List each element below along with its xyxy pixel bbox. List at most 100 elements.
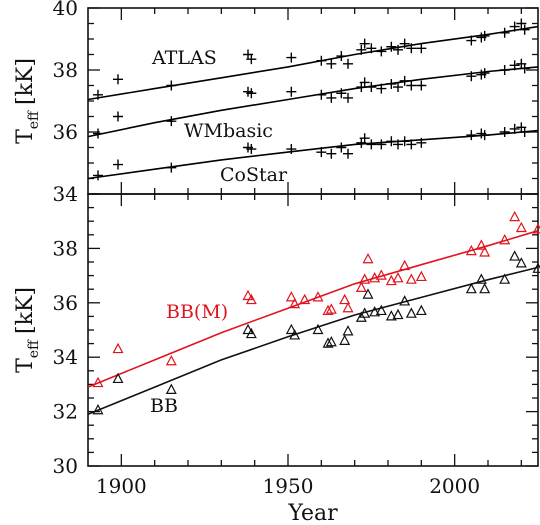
axis-ticks-top [88,7,538,195]
data-point [93,89,103,100]
data-point [342,301,354,313]
data-point [406,139,417,150]
data-point [326,58,337,69]
y-tick-labels-bottom: 30 32 34 36 38 [53,236,78,478]
data-point [405,307,417,318]
data-point [519,63,530,74]
data-point [499,27,510,38]
data-point [242,289,254,301]
data-point [312,323,324,335]
data-point [366,139,377,150]
x-tick-label: 2000 [429,474,480,498]
data-point [515,221,527,233]
data-point [475,239,487,250]
data-point [509,250,521,261]
data-point [165,383,177,394]
data-point [246,54,257,65]
data-point [479,282,491,294]
y-tick-label: 36 [53,120,78,144]
y-tick-label: 30 [53,454,78,478]
data-point [325,303,337,314]
data-point [375,304,387,316]
data-point [466,35,477,46]
data-point [299,293,311,305]
data-point [369,306,381,317]
data-point [289,329,301,340]
data-point [113,111,123,122]
y-tick-label: 36 [53,291,78,315]
data-point [393,139,403,150]
data-point [375,269,387,280]
data-point [509,210,521,222]
y-axis-title-bottom: Teff [kK] [13,287,42,373]
data-point [93,128,103,139]
data-point [376,83,387,94]
data-point [376,139,387,150]
data-point [519,24,530,35]
data-point [406,43,417,54]
data-point [386,41,397,52]
data-point [359,273,371,284]
data-point [376,46,387,57]
data-point [509,123,520,134]
svg-text:Teff[kK]: Teff [kK] [13,287,42,373]
data-point [466,71,477,82]
data-point [532,262,540,273]
data-point [392,308,404,320]
data-point [336,51,347,62]
data-point [165,354,177,366]
data-point [316,55,327,66]
data-point [285,291,297,302]
data-point [245,293,257,305]
data-point [399,75,410,86]
data-point [475,273,487,284]
data-point [399,38,410,49]
y-tick-label: 34 [53,345,78,369]
data-point [499,273,511,284]
ylabel-unit: [kK] [13,58,38,105]
data-point [322,337,334,348]
plot-frame-bottom [87,193,539,467]
data-point [466,130,477,141]
data-point [326,92,337,103]
data-point [499,65,510,75]
data-point [392,272,404,283]
axis-ticks-bottom [88,193,538,467]
data-point [509,60,520,71]
data-point [285,323,297,335]
data-point [405,273,417,284]
series-label-bbm: BB(M) [166,301,228,323]
x-tick-label: 1950 [263,474,314,498]
y-axis-title-top: Teff [kK] [13,58,42,144]
data-point [359,77,370,88]
data-point [289,297,301,309]
series-label-bb: BB [150,395,178,417]
x-tick-label: 1900 [96,474,147,498]
x-tick-labels: 1900 1950 2000 [96,474,480,498]
data-point [242,323,254,335]
data-point [366,82,377,93]
data-point [312,291,324,302]
y-tick-label: 32 [53,400,78,424]
data-point [166,80,177,91]
data-point [516,18,527,29]
data-point [393,82,403,93]
data-point [369,272,381,283]
data-point [316,147,327,158]
data-point [92,403,104,415]
data-point [355,281,367,292]
ylabel-unit: [kK] [13,287,38,334]
panel-bottom: 30 32 34 36 38 1900 1950 2000 BB(M) BB Teff [kK… [13,193,540,498]
data-point [479,246,491,257]
data-point [362,252,374,264]
y-tick-label: 40 [53,0,78,20]
data-point [339,334,351,345]
data-point [92,376,104,388]
data-point [499,127,510,137]
data-point [415,304,427,316]
data-point [362,288,374,299]
y-tick-labels-top: 34 36 38 40 [53,0,78,206]
data-point [112,372,124,384]
ylabel-main: T [13,358,38,373]
data-point [246,88,257,99]
